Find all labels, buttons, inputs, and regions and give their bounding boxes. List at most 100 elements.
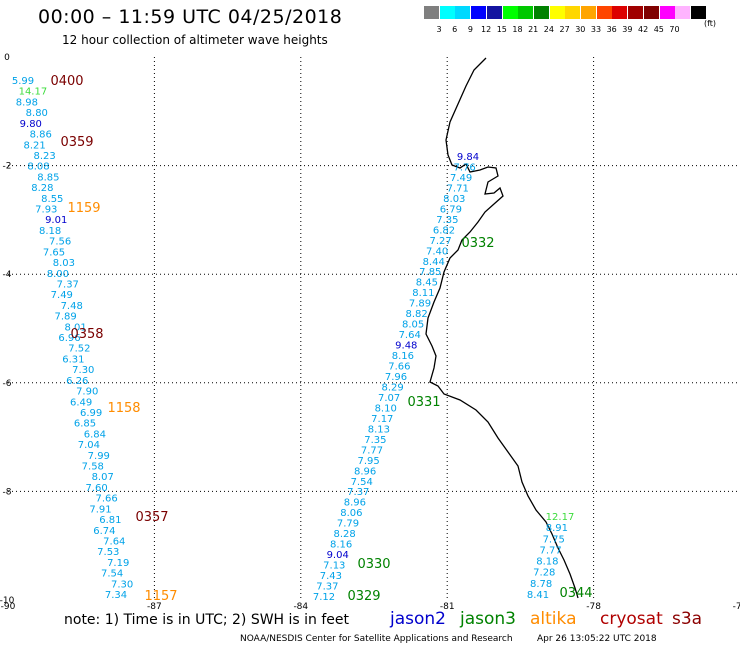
scale-label: 6 [452, 25, 458, 34]
swh-value-mid: 8.28 [333, 529, 355, 540]
scale-swatch [502, 6, 519, 19]
swh-value-west: 9.01 [45, 215, 67, 226]
latitude-label: -2 [3, 162, 12, 172]
swh-value-west: 7.54 [101, 569, 123, 580]
swh-value-west: 7.64 [103, 537, 125, 548]
scale-label: 30 [575, 25, 586, 34]
pass-time-label: 0400 [50, 74, 83, 89]
swh-value-west: 7.65 [43, 247, 65, 258]
swh-value-east: 7.77 [539, 545, 561, 556]
swh-value-west: 6.85 [74, 419, 96, 430]
swh-value-mid: 7.37 [347, 487, 369, 498]
swh-value-mid: 7.66 [388, 362, 410, 373]
longitude-label: -75 [733, 602, 740, 612]
swh-value-west: 8.23 [33, 151, 55, 162]
swh-value-mid: 8.11 [412, 288, 434, 299]
swh-value-mid: 8.05 [402, 320, 424, 331]
swh-value-west: 6.81 [99, 515, 121, 526]
swh-value-mid: 9.48 [395, 341, 417, 352]
scale-swatch [612, 6, 629, 19]
swh-value-west: 7.49 [51, 290, 73, 301]
pass-time-label: 0344 [559, 586, 592, 601]
swh-value-east: 7.28 [533, 568, 555, 579]
latitude-label: -8 [3, 487, 12, 497]
scale-label: 21 [528, 25, 539, 34]
swh-value-west: 8.21 [23, 140, 45, 151]
swh-value-west: 7.58 [82, 462, 104, 473]
swh-value-west: 7.60 [85, 483, 107, 494]
scale-swatch [518, 6, 535, 19]
scale-swatch [533, 6, 550, 19]
longitude-label: -90 [1, 602, 16, 612]
scale-label: 27 [559, 25, 570, 34]
pass-time-label: 0358 [70, 327, 103, 342]
scale-swatch [690, 6, 707, 19]
swh-value-east: 8.78 [530, 579, 552, 590]
swh-value-mid: 7.27 [429, 236, 451, 247]
swh-value-west: 7.34 [105, 590, 127, 601]
swh-value-west: 5.99 [12, 76, 34, 87]
swh-value-mid: 7.71 [447, 183, 469, 194]
swh-value-west: 7.56 [49, 237, 71, 248]
scale-swatch [486, 6, 503, 19]
scale-swatch [439, 6, 456, 19]
swh-value-mid: 8.06 [340, 508, 362, 519]
swh-value-west: 6.49 [70, 397, 92, 408]
scale-swatch [565, 6, 582, 19]
swh-value-mid: 9.84 [457, 152, 479, 163]
pass-time-label: 0359 [60, 135, 93, 150]
scale-label: 42 [638, 25, 649, 34]
swh-value-mid: 7.49 [450, 173, 472, 184]
swh-value-west: 7.04 [78, 440, 100, 451]
scale-label: 18 [512, 25, 523, 34]
footer-timestamp: Apr 26 13:05:22 UTC 2018 [537, 634, 657, 644]
scale-label: 9 [467, 25, 473, 34]
swh-value-mid: 9.04 [327, 550, 349, 561]
swh-value-mid: 7.35 [364, 435, 386, 446]
swh-value-west: 8.86 [30, 130, 52, 141]
scale-swatch [628, 6, 645, 19]
scale-label: 24 [543, 25, 554, 34]
swh-value-west: 7.66 [95, 494, 117, 505]
swh-value-west: 8.98 [16, 97, 38, 108]
swh-value-west: 7.37 [57, 280, 79, 291]
swh-value-mid: 7.77 [361, 445, 383, 456]
swh-value-west: 8.18 [39, 226, 61, 237]
swh-value-mid: 7.64 [399, 330, 421, 341]
swh-value-east: 8.41 [527, 590, 549, 601]
swh-value-mid: 7.35 [436, 215, 458, 226]
swh-value-west: 9.80 [20, 119, 42, 130]
longitude-label: -81 [440, 602, 455, 612]
footer-credit: NOAA/NESDIS Center for Satellite Applica… [240, 634, 513, 644]
swh-value-mid: 7.96 [385, 372, 407, 383]
scale-label: 15 [496, 25, 507, 34]
pass-time-label: 0332 [461, 236, 494, 251]
swh-value-mid: 7.76 [453, 163, 475, 174]
satellite-legend-altika: altika [530, 609, 577, 629]
swh-value-mid: 8.16 [330, 540, 352, 551]
longitude-label: -78 [586, 602, 601, 612]
swh-value-mid: 7.54 [351, 477, 373, 488]
swh-value-east: 8.91 [546, 523, 568, 534]
swh-value-west: 7.99 [88, 451, 110, 462]
swh-value-mid: 7.37 [316, 582, 338, 593]
swh-value-west: 8.03 [53, 258, 75, 269]
swh-value-mid: 8.45 [416, 278, 438, 289]
swh-value-mid: 6.79 [440, 204, 462, 215]
scale-label: 3 [436, 25, 442, 34]
scale-label: 12 [481, 25, 492, 34]
swh-value-west: 7.30 [111, 579, 133, 590]
pass-time-label: 1157 [144, 589, 177, 604]
pass-time-label: 0331 [407, 395, 440, 410]
swh-value-mid: 7.85 [419, 267, 441, 278]
satellite-legend-jason3: jason3 [460, 609, 516, 629]
swh-value-east: 12.17 [546, 512, 575, 523]
pass-time-label: 0329 [347, 589, 380, 604]
swh-value-west: 7.19 [107, 558, 129, 569]
swh-value-mid: 8.03 [443, 194, 465, 205]
swh-value-mid: 7.07 [378, 393, 400, 404]
coastline [425, 57, 579, 599]
swh-value-west: 14.17 [19, 87, 48, 98]
swh-value-west: 8.80 [26, 108, 48, 119]
swh-value-mid: 8.16 [392, 351, 414, 362]
